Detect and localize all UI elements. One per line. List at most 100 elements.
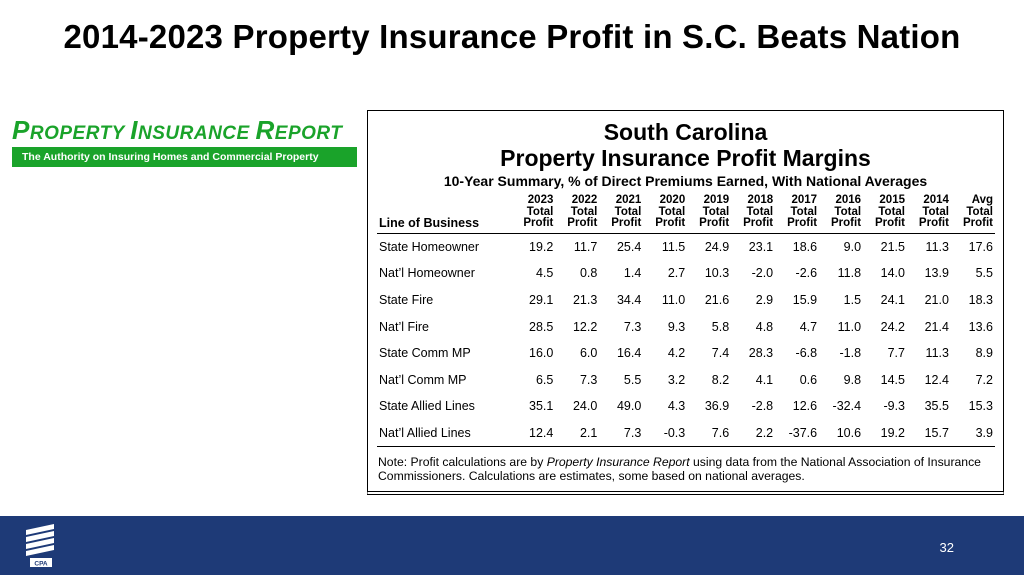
- table-cell: 4.1: [755, 372, 774, 387]
- table-cell: 35.5: [924, 399, 949, 414]
- report-title: South Carolina Property Insurance Profit…: [500, 119, 871, 171]
- header-col-3: 2020 Total Profit: [643, 194, 688, 234]
- table-cell: 9.3: [667, 319, 686, 334]
- table-cell: 11.0: [837, 319, 862, 334]
- header-col-8: 2015 Total Profit: [863, 194, 907, 234]
- table-cell: 10.3: [704, 266, 730, 281]
- logo-tagline: The Authority on Insuring Homes and Comm…: [12, 147, 357, 167]
- header-col-4: 2019 Total Profit: [687, 194, 732, 234]
- table-cell: 21.6: [704, 292, 730, 307]
- table-row: Nat’l Fire 28.5 12.2 7.3 9.3 5.8 4.8 4.7 11.0 24.…: [377, 313, 995, 340]
- table-cell: 9.0: [843, 239, 862, 254]
- table-cell: 16.4: [616, 346, 642, 361]
- table-cell: 5.5: [975, 266, 993, 281]
- table-row: Nat’l Comm MP 6.5 7.3 5.5 3.2 8.2 4.1 0.6 9.8 14.…: [377, 366, 995, 393]
- table-cell: 25.4: [616, 239, 642, 254]
- table-cell: 11.8: [837, 266, 862, 281]
- table-cell: 15.7: [907, 419, 951, 448]
- table-cell: 11.3: [925, 346, 949, 361]
- table-cell: 7.6: [687, 419, 732, 448]
- table-cell: 1.5: [843, 292, 862, 307]
- table-cell: 1.4: [623, 266, 642, 281]
- table-cell: 11.5: [661, 239, 686, 254]
- header-col-2: 2021 Total Profit: [599, 194, 644, 234]
- table-cell: 3.9: [950, 419, 995, 448]
- table-row: State Homeowner 19.2 11.7 25.4 11.5 24.9 23.1 1…: [377, 233, 995, 260]
- row-label: Nat’l Fire: [379, 319, 430, 334]
- table-cell: 7.3: [623, 319, 642, 334]
- table-cell: 14.0: [880, 266, 905, 281]
- table-cell: -37.6: [775, 419, 820, 448]
- table-cell: 18.3: [968, 292, 993, 307]
- table-cell: 49.0: [616, 399, 642, 414]
- table-cell: -2.6: [795, 266, 818, 281]
- table-cell: 4.3: [667, 399, 686, 414]
- table-cell: 18.6: [792, 239, 818, 254]
- table-cell: 0.8: [579, 266, 598, 281]
- row-label: State Comm MP: [379, 346, 471, 361]
- row-label: State Homeowner: [379, 239, 480, 254]
- table-cell: 12.4: [511, 419, 556, 448]
- footer-bar: CPA 32: [0, 516, 1024, 575]
- table-cell: 34.4: [616, 292, 642, 307]
- table-cell: 15.9: [792, 292, 818, 307]
- table-cell: 16.0: [529, 346, 554, 361]
- table-cell: 11.3: [925, 239, 949, 254]
- table-cell: 4.7: [799, 319, 818, 334]
- row-label: Nat’l Comm MP: [379, 372, 467, 387]
- table-cell: 4.5: [535, 266, 554, 281]
- table-row: State Allied Lines 35.1 24.0 49.0 4.3 36.9 -2.…: [377, 393, 995, 420]
- table-cell: -32.4: [832, 399, 862, 414]
- header-col-0: 2023 Total Profit: [511, 194, 556, 234]
- table-row: Nat’l Allied Lines 12.4 2.1 7.3 -0.3 7.6 2.2 -3…: [377, 419, 995, 448]
- table-cell: 8.9: [975, 346, 993, 361]
- table-cell: 21.5: [880, 239, 905, 254]
- row-label: Nat’l Homeowner: [379, 266, 475, 281]
- table-cell: 23.1: [748, 239, 774, 254]
- table-row: State Comm MP 16.0 6.0 16.4 4.2 7.4 28.3 -6.8 -1…: [377, 340, 995, 367]
- table-header-row: Line of Business 2023 Total Profit 2022 Tota…: [377, 194, 995, 234]
- table-cell: 14.5: [880, 372, 905, 387]
- header-line-of-business: Line of Business: [377, 195, 512, 234]
- report-note: Note: Profit calculations are by Propert…: [378, 455, 981, 484]
- table-cell: 19.2: [529, 239, 554, 254]
- profit-margins-table: Line of Business 2023 Total Profit 2022 Tota…: [377, 194, 995, 448]
- table-cell: 4.2: [667, 346, 686, 361]
- table-cell: 24.2: [880, 319, 905, 334]
- property-insurance-report-logo: Property Insurance Report The Authority …: [12, 117, 357, 167]
- table-body: State Homeowner 19.2 11.7 25.4 11.5 24.9 23.1 1…: [377, 233, 995, 448]
- row-label: State Fire: [379, 292, 434, 307]
- table-cell: 13.6: [968, 319, 993, 334]
- table-cell: 8.2: [711, 372, 730, 387]
- table-cell: -2.0: [751, 266, 774, 281]
- table-cell: 24.0: [572, 399, 598, 414]
- table-cell: 28.5: [529, 319, 554, 334]
- table-cell: -6.8: [795, 346, 818, 361]
- header-col-10: Avg Total Profit: [950, 194, 995, 234]
- table-cell: 7.2: [975, 372, 993, 387]
- table-cell: 21.4: [924, 319, 949, 334]
- table-cell: 13.9: [924, 266, 949, 281]
- table-cell: -0.3: [643, 419, 688, 448]
- table-cell: 28.3: [748, 346, 774, 361]
- table-cell: 7.4: [711, 346, 730, 361]
- table-cell: 21.3: [572, 292, 598, 307]
- table-cell: 24.9: [704, 239, 730, 254]
- header-col-5: 2018 Total Profit: [731, 194, 776, 234]
- table-row: Nat’l Homeowner 4.5 0.8 1.4 2.7 10.3 -2.0 -2.6 1…: [377, 260, 995, 287]
- table-cell: -1.8: [839, 346, 862, 361]
- row-label: State Allied Lines: [379, 399, 475, 414]
- report-subtitle: 10-Year Summary, % of Direct Premiums Ea…: [443, 173, 928, 189]
- table-row: State Fire 29.1 21.3 34.4 11.0 21.6 2.9 15.9 1.5…: [377, 287, 995, 314]
- table-cell: 29.1: [529, 292, 554, 307]
- table-cell: 2.7: [667, 266, 686, 281]
- table-cell: 24.1: [880, 292, 905, 307]
- table-cell: 36.9: [704, 399, 730, 414]
- table-cell: 9.8: [843, 372, 862, 387]
- table-cell: 6.0: [579, 346, 598, 361]
- cpa-logo-icon: CPA: [26, 524, 54, 568]
- table-cell: 0.6: [799, 372, 818, 387]
- table-cell: 11.7: [573, 239, 598, 254]
- table-cell: -2.8: [751, 399, 774, 414]
- table-cell: 35.1: [529, 399, 554, 414]
